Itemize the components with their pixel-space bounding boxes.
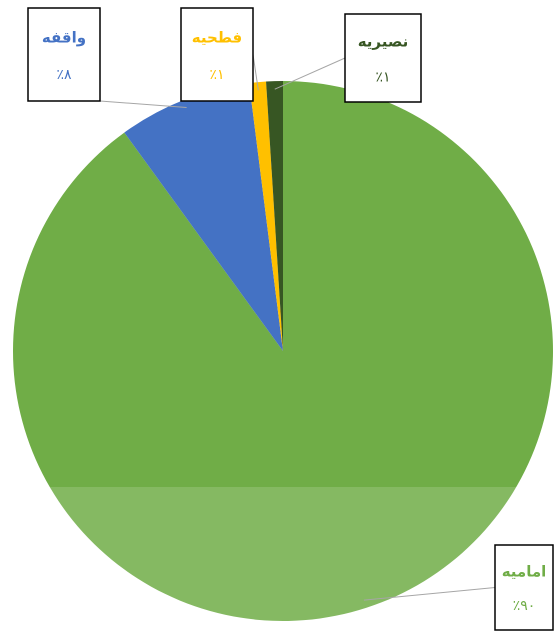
leader-line (274, 57, 346, 90)
leader-line (252, 54, 259, 91)
pie-slice (12, 81, 553, 621)
label-box (344, 13, 422, 103)
leader-line (363, 587, 496, 601)
pie-slice (124, 83, 284, 351)
value-label: ٪۱ (209, 67, 224, 83)
label-box (494, 544, 554, 631)
slice-label: نصیریه (358, 33, 409, 51)
slice-label: امامیه (502, 563, 547, 581)
slice-label: فطحیه (192, 28, 242, 46)
label-box (180, 7, 254, 102)
value-label: ٪۱ (375, 69, 390, 85)
leader-line (99, 100, 187, 108)
pie-slice (249, 81, 283, 352)
pie-slice (266, 81, 283, 351)
slice-label: واقفه (42, 28, 86, 46)
bottom-fade (0, 487, 554, 636)
value-label: ٪۹۰ (513, 598, 536, 614)
value-label: ٪۸ (56, 67, 72, 83)
label-box (27, 7, 101, 102)
